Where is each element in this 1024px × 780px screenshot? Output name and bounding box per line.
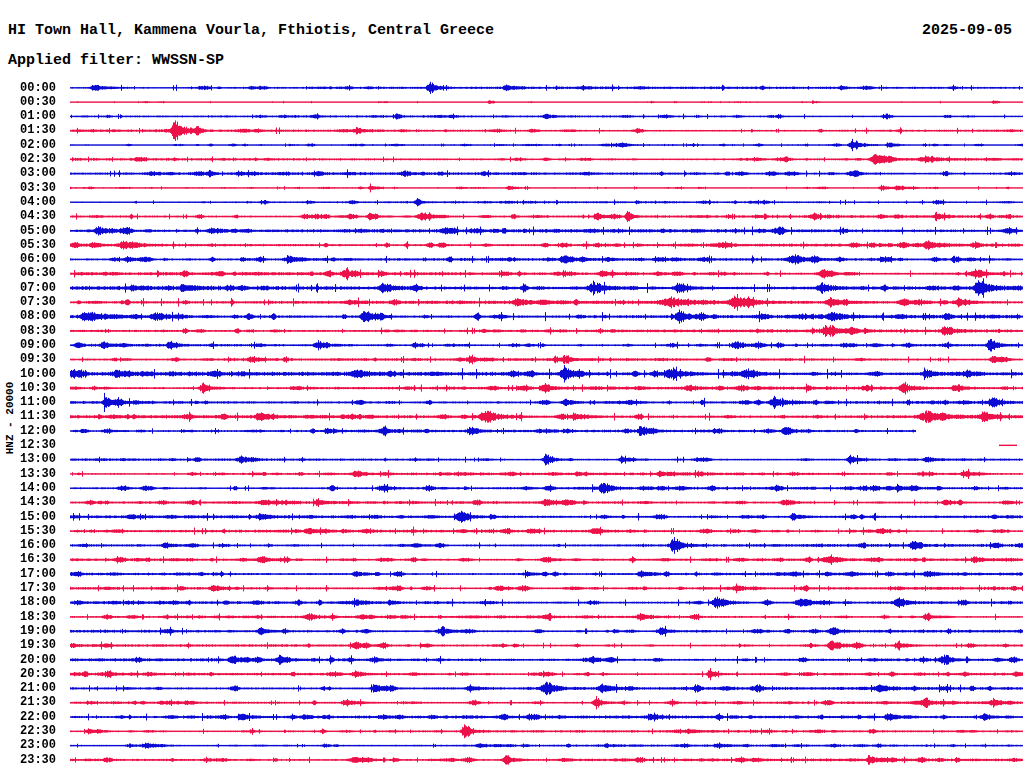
row-time-label: 23:00 xyxy=(20,738,56,752)
row-time-label: 21:30 xyxy=(20,695,56,709)
row-time-label: 15:00 xyxy=(20,510,56,524)
row-time-label: 10:30 xyxy=(20,381,56,395)
row-time-label: 02:00 xyxy=(20,138,56,152)
row-time-label: 00:30 xyxy=(20,95,56,109)
seismogram-traces-canvas xyxy=(0,0,1024,780)
row-time-label: 00:00 xyxy=(20,81,56,95)
helicorder-page: HI Town Hall, Kammena Vourla, Fthiotis, … xyxy=(0,0,1024,780)
row-time-label: 15:30 xyxy=(20,524,56,538)
row-time-label: 16:00 xyxy=(20,538,56,552)
row-time-label: 21:00 xyxy=(20,681,56,695)
row-time-label: 07:30 xyxy=(20,295,56,309)
row-time-label: 08:00 xyxy=(20,309,56,323)
row-time-label: 12:30 xyxy=(20,438,56,452)
row-time-label: 20:00 xyxy=(20,653,56,667)
row-time-label: 19:30 xyxy=(20,638,56,652)
row-time-label: 17:30 xyxy=(20,581,56,595)
row-time-label: 18:30 xyxy=(20,610,56,624)
row-time-label: 16:30 xyxy=(20,552,56,566)
row-time-label: 22:00 xyxy=(20,710,56,724)
row-time-label: 12:00 xyxy=(20,424,56,438)
row-time-label: 18:00 xyxy=(20,595,56,609)
row-time-label: 19:00 xyxy=(20,624,56,638)
row-time-label: 03:30 xyxy=(20,181,56,195)
row-time-label: 13:00 xyxy=(20,452,56,466)
row-time-label: 10:00 xyxy=(20,367,56,381)
row-time-label: 06:30 xyxy=(20,266,56,280)
row-time-label: 05:30 xyxy=(20,238,56,252)
row-time-label: 07:00 xyxy=(20,281,56,295)
row-time-label: 23:30 xyxy=(20,753,56,767)
row-time-label: 09:30 xyxy=(20,352,56,366)
row-time-label: 06:00 xyxy=(20,252,56,266)
row-time-label: 05:00 xyxy=(20,224,56,238)
row-time-label: 08:30 xyxy=(20,324,56,338)
row-time-label: 01:00 xyxy=(20,109,56,123)
row-time-label: 02:30 xyxy=(20,152,56,166)
row-time-label: 03:00 xyxy=(20,166,56,180)
row-time-label: 11:30 xyxy=(20,409,56,423)
row-time-label: 04:00 xyxy=(20,195,56,209)
row-time-label: 04:30 xyxy=(20,209,56,223)
row-time-label: 20:30 xyxy=(20,667,56,681)
row-time-label: 11:00 xyxy=(20,395,56,409)
row-time-label: 14:30 xyxy=(20,495,56,509)
row-time-label: 14:00 xyxy=(20,481,56,495)
row-time-label: 01:30 xyxy=(20,123,56,137)
row-time-label: 22:30 xyxy=(20,724,56,738)
row-time-label: 17:00 xyxy=(20,567,56,581)
row-time-label: 09:00 xyxy=(20,338,56,352)
row-time-label: 13:30 xyxy=(20,467,56,481)
